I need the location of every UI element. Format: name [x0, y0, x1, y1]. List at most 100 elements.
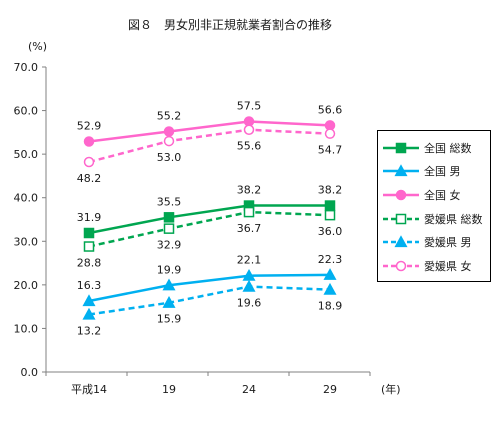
legend-marker [394, 164, 408, 177]
data-label: 28.8 [77, 257, 102, 270]
legend-swatch [383, 235, 419, 248]
y-tick-label: 30.0 [14, 235, 39, 248]
series-3: 52.9 55.2 57.5 56.6 [77, 99, 343, 147]
data-point [242, 279, 256, 292]
legend-item: 全国 総数 [378, 136, 490, 160]
data-label: 35.5 [157, 195, 182, 208]
series-line [88, 120, 331, 143]
legend-marker [395, 142, 407, 154]
data-label: 22.1 [237, 254, 262, 267]
y-axis-unit-label: (%) [28, 40, 47, 53]
data-point [324, 209, 336, 221]
series-layer: 31.9 35.5 38.2 38.2 16.3 19.9 22.1 22.3 52.9 55.2… [77, 99, 343, 337]
data-label: 18.9 [318, 300, 343, 313]
data-label: 36.0 [318, 225, 343, 238]
series-line [88, 204, 330, 235]
y-tick-label: 50.0 [14, 148, 39, 161]
legend-label: 愛媛県 女 [424, 259, 472, 273]
legend-marker [394, 235, 408, 248]
data-label: 32.9 [157, 239, 182, 252]
y-tick-label: 40.0 [14, 192, 39, 205]
legend-item: 愛媛県 男 [378, 230, 490, 254]
data-point [83, 156, 95, 168]
data-label: 31.9 [77, 211, 102, 224]
series-line [88, 210, 331, 248]
x-tick-label: 29 [323, 383, 337, 396]
y-tick-label: 70.0 [14, 61, 39, 74]
data-label: 36.7 [237, 222, 262, 235]
x-tick-label: 平成14 [71, 383, 107, 396]
y-tick-label: 10.0 [14, 322, 39, 335]
legend-item: 全国 男 [378, 160, 490, 184]
data-label: 22.3 [318, 253, 343, 266]
legend-swatch [383, 260, 419, 272]
legend-swatch [383, 213, 419, 224]
data-point [162, 278, 176, 291]
data-label: 54.7 [318, 144, 343, 157]
chart-axes: 0.0 10.0 20.0 30.0 40.0 50.0 60.0 70.0 平成14 19 24 2… [14, 61, 371, 396]
series-5: 13.2 15.9 19.6 18.9 [77, 279, 343, 337]
data-point [83, 227, 95, 239]
series-line [88, 273, 331, 303]
data-label: 52.9 [77, 120, 102, 133]
legend-label: 全国 男 [424, 165, 461, 179]
data-label: 55.6 [237, 140, 262, 153]
data-point [163, 135, 175, 147]
legend-item: 愛媛県 女 [378, 254, 490, 278]
legend: 全国 総数全国 男全国 女愛媛県 総数 愛媛県 男愛媛県 女 [377, 130, 491, 282]
legend-label: 全国 総数 [424, 141, 472, 155]
y-tick-label: 0.0 [21, 366, 39, 379]
data-point [323, 282, 337, 295]
data-label: 13.2 [77, 324, 102, 337]
data-label: 57.5 [237, 99, 262, 112]
data-label: 48.2 [77, 172, 102, 185]
data-point [243, 124, 255, 135]
x-tick-label: 19 [162, 383, 176, 396]
data-point [323, 268, 337, 280]
data-label: 55.2 [157, 109, 182, 122]
series-1: 31.9 35.5 38.2 38.2 [77, 184, 343, 239]
data-label: 53.0 [157, 151, 182, 164]
legend-item: 愛媛県 総数 [378, 207, 490, 231]
x-axis-unit-label: (年) [381, 382, 401, 396]
legend-item: 全国 女 [378, 183, 490, 207]
legend-swatch [383, 142, 419, 154]
data-point [324, 128, 336, 139]
legend-label: 全国 女 [424, 188, 461, 202]
data-label: 38.2 [318, 184, 343, 197]
legend-marker [395, 189, 407, 201]
legend-marker [395, 213, 407, 224]
data-point [163, 126, 175, 137]
data-label: 38.2 [237, 184, 262, 197]
data-point [163, 223, 175, 234]
y-tick-label: 60.0 [14, 105, 39, 118]
series-line [88, 128, 331, 164]
data-point [82, 294, 96, 307]
legend-label: 愛媛県 男 [424, 236, 472, 250]
data-point [83, 241, 95, 252]
data-label: 19.9 [157, 263, 182, 276]
data-point [162, 295, 176, 308]
series-2: 16.3 19.9 22.1 22.3 [77, 253, 343, 307]
data-label: 16.3 [77, 279, 102, 292]
series-line [88, 285, 331, 316]
series-4: 28.8 32.9 36.7 36.0 [77, 206, 343, 270]
data-point [324, 200, 336, 211]
data-label: 56.6 [318, 103, 343, 116]
legend-label: 愛媛県 総数 [424, 212, 483, 226]
legend-marker [395, 260, 407, 272]
data-label: 15.9 [157, 313, 182, 326]
y-tick-label: 20.0 [14, 279, 39, 292]
legend-swatch [383, 189, 419, 201]
series-6: 48.2 53.0 55.6 54.7 [77, 124, 343, 185]
data-point [243, 206, 255, 218]
x-tick-label: 24 [242, 383, 256, 396]
data-point [163, 212, 175, 223]
data-label: 19.6 [237, 297, 262, 310]
legend-swatch [383, 164, 419, 177]
data-point [83, 136, 95, 147]
data-point [82, 307, 96, 320]
chart-title: 図８ 男女別非正規就業者割合の推移 [128, 17, 332, 32]
